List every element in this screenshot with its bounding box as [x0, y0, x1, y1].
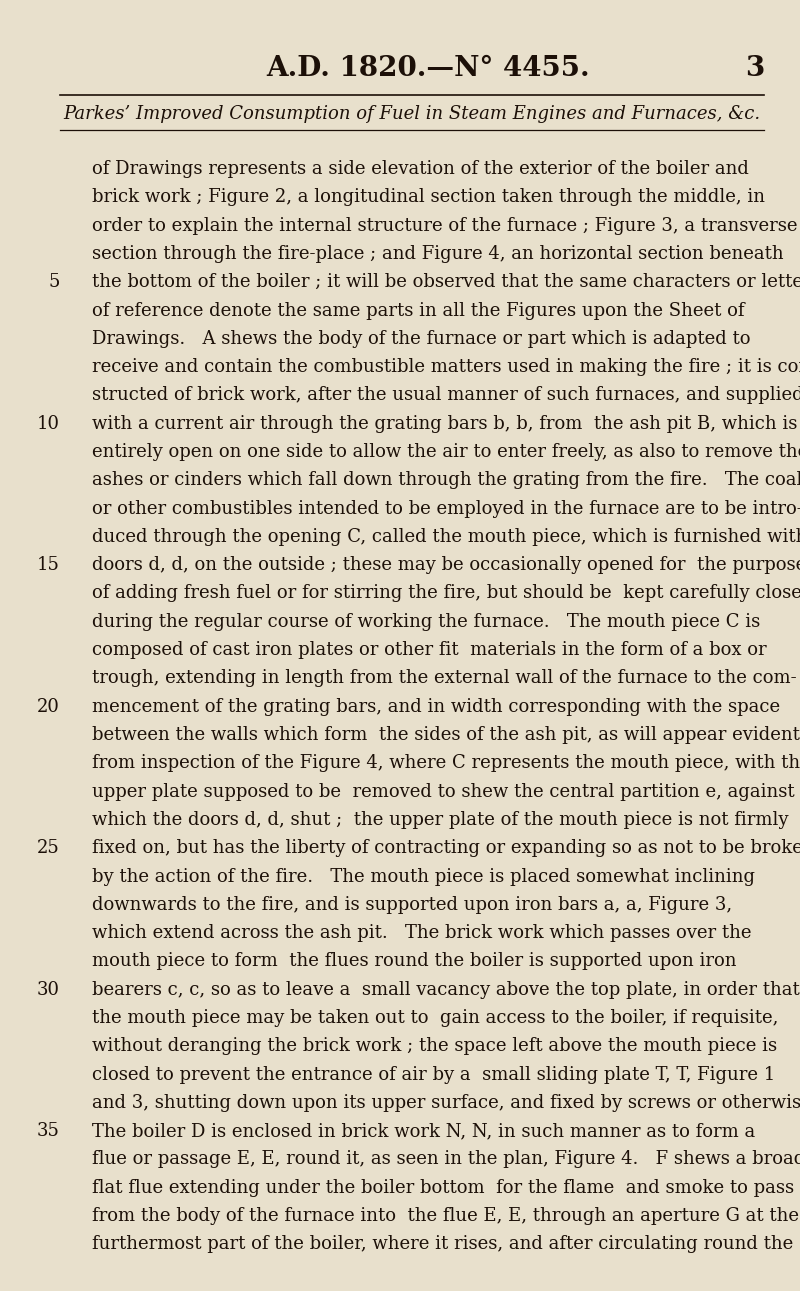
- Text: and 3, shutting down upon its upper surface, and fixed by screws or otherwise.: and 3, shutting down upon its upper surf…: [92, 1093, 800, 1112]
- Text: 35: 35: [37, 1122, 60, 1140]
- Text: the mouth piece may be taken out to  gain access to the boiler, if requisite,: the mouth piece may be taken out to gain…: [92, 1010, 778, 1028]
- Text: Drawings.   A shews the body of the furnace or part which is adapted to: Drawings. A shews the body of the furnac…: [92, 329, 750, 347]
- Text: entirely open on one side to allow the air to enter freely, as also to remove th: entirely open on one side to allow the a…: [92, 443, 800, 461]
- Text: 20: 20: [37, 697, 60, 715]
- Text: between the walls which form  the sides of the ash pit, as will appear evident: between the walls which form the sides o…: [92, 726, 800, 744]
- Text: 15: 15: [37, 556, 60, 574]
- Text: trough, extending in length from the external wall of the furnace to the com-: trough, extending in length from the ext…: [92, 670, 797, 687]
- Text: fixed on, but has the liberty of contracting or expanding so as not to be broken: fixed on, but has the liberty of contrac…: [92, 839, 800, 857]
- Text: Parkes’ Improved Consumption of Fuel in Steam Engines and Furnaces, &c.: Parkes’ Improved Consumption of Fuel in …: [63, 105, 761, 123]
- Text: or other combustibles intended to be employed in the furnace are to be intro-: or other combustibles intended to be emp…: [92, 500, 800, 518]
- Text: of adding fresh fuel or for stirring the fire, but should be  kept carefully clo: of adding fresh fuel or for stirring the…: [92, 585, 800, 603]
- Text: furthermost part of the boiler, where it rises, and after circulating round the: furthermost part of the boiler, where it…: [92, 1235, 794, 1254]
- Text: order to explain the internal structure of the furnace ; Figure 3, a transverse: order to explain the internal structure …: [92, 217, 798, 235]
- Text: 10: 10: [37, 414, 60, 432]
- Text: section through the fire-place ; and Figure 4, an horizontal section beneath: section through the fire-place ; and Fig…: [92, 245, 784, 263]
- Text: The boiler D is enclosed in brick work N, N, in such manner as to form a: The boiler D is enclosed in brick work N…: [92, 1122, 755, 1140]
- Text: of Drawings represents a side elevation of the exterior of the boiler and: of Drawings represents a side elevation …: [92, 160, 749, 178]
- Text: from the body of the furnace into  the flue E, E, through an aperture G at the: from the body of the furnace into the fl…: [92, 1207, 799, 1225]
- Text: which extend across the ash pit.   The brick work which passes over the: which extend across the ash pit. The bri…: [92, 924, 751, 942]
- Text: with a current air through the grating bars b, b, from  the ash pit B, which is: with a current air through the grating b…: [92, 414, 798, 432]
- Text: duced through the opening C, called the mouth piece, which is furnished with: duced through the opening C, called the …: [92, 528, 800, 546]
- Text: mouth piece to form  the flues round the boiler is supported upon iron: mouth piece to form the flues round the …: [92, 953, 737, 971]
- Text: brick work ; Figure 2, a longitudinal section taken through the middle, in: brick work ; Figure 2, a longitudinal se…: [92, 188, 765, 207]
- Text: from inspection of the Figure 4, where C represents the mouth piece, with the: from inspection of the Figure 4, where C…: [92, 754, 800, 772]
- Text: 5: 5: [49, 274, 60, 292]
- Text: of reference denote the same parts in all the Figures upon the Sheet of: of reference denote the same parts in al…: [92, 302, 745, 319]
- Text: ashes or cinders which fall down through the grating from the fire.   The coals: ashes or cinders which fall down through…: [92, 471, 800, 489]
- Text: A.D. 1820.—N° 4455.: A.D. 1820.—N° 4455.: [266, 56, 590, 83]
- Text: 25: 25: [38, 839, 60, 857]
- Text: composed of cast iron plates or other fit  materials in the form of a box or: composed of cast iron plates or other fi…: [92, 642, 766, 660]
- Text: the bottom of the boiler ; it will be observed that the same characters or lette: the bottom of the boiler ; it will be ob…: [92, 274, 800, 292]
- Text: bearers c, c, so as to leave a  small vacancy above the top plate, in order that: bearers c, c, so as to leave a small vac…: [92, 981, 800, 999]
- Text: without deranging the brick work ; the space left above the mouth piece is: without deranging the brick work ; the s…: [92, 1037, 777, 1055]
- Text: downwards to the fire, and is supported upon iron bars a, a, Figure 3,: downwards to the fire, and is supported …: [92, 896, 732, 914]
- Text: closed to prevent the entrance of air by a  small sliding plate T, T, Figure 1: closed to prevent the entrance of air by…: [92, 1065, 775, 1083]
- Text: which the doors d, d, shut ;  the upper plate of the mouth piece is not firmly: which the doors d, d, shut ; the upper p…: [92, 811, 789, 829]
- Text: mencement of the grating bars, and in width corresponding with the space: mencement of the grating bars, and in wi…: [92, 697, 780, 715]
- Text: 3: 3: [745, 56, 764, 83]
- Text: during the regular course of working the furnace.   The mouth piece C is: during the regular course of working the…: [92, 613, 760, 631]
- Text: doors d, d, on the outside ; these may be occasionally opened for  the purposes: doors d, d, on the outside ; these may b…: [92, 556, 800, 574]
- Text: receive and contain the combustible matters used in making the fire ; it is con-: receive and contain the combustible matt…: [92, 358, 800, 376]
- Text: flue or passage E, E, round it, as seen in the plan, Figure 4.   F shews a broad: flue or passage E, E, round it, as seen …: [92, 1150, 800, 1168]
- Text: upper plate supposed to be  removed to shew the central partition e, against: upper plate supposed to be removed to sh…: [92, 782, 794, 800]
- Text: 30: 30: [37, 981, 60, 999]
- Text: flat flue extending under the boiler bottom  for the flame  and smoke to pass: flat flue extending under the boiler bot…: [92, 1179, 794, 1197]
- Text: by the action of the fire.   The mouth piece is placed somewhat inclining: by the action of the fire. The mouth pie…: [92, 868, 755, 886]
- Text: structed of brick work, after the usual manner of such furnaces, and supplied: structed of brick work, after the usual …: [92, 386, 800, 404]
